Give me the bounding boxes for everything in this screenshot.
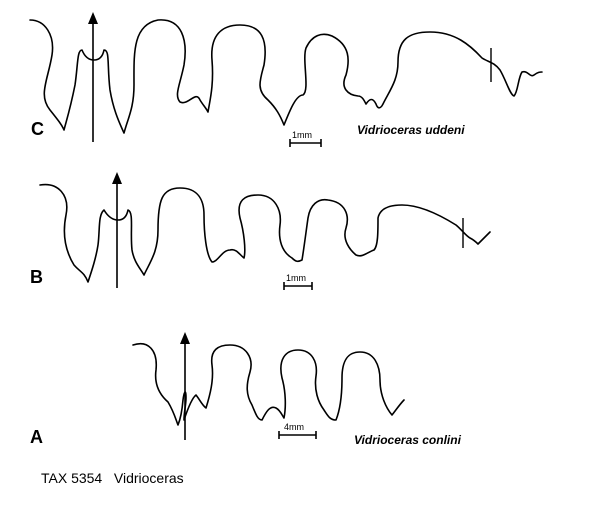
panel-label-a: A [30,427,43,447]
arrowhead-c [88,12,98,24]
figure-caption: TAX 5354 Vidrioceras [41,470,184,486]
arrowhead-b [112,172,122,184]
panel-b: 1mm B [30,172,491,290]
panel-label-b: B [30,267,43,287]
scale-label-c: 1mm [292,130,312,140]
species-name-a: Vidrioceras conlini [354,433,462,447]
panel-label-c: C [31,119,44,139]
suture-line-c [29,19,543,134]
panel-c: 1mm C Vidrioceras uddeni [29,12,543,147]
scale-label-a: 4mm [284,422,304,432]
arrowhead-a [180,332,190,344]
panel-a: 4mm A Vidrioceras conlini [30,332,462,447]
scale-label-b: 1mm [286,273,306,283]
suture-line-a [132,343,405,426]
suture-line-b [39,183,491,283]
species-name-c: Vidrioceras uddeni [357,123,465,137]
